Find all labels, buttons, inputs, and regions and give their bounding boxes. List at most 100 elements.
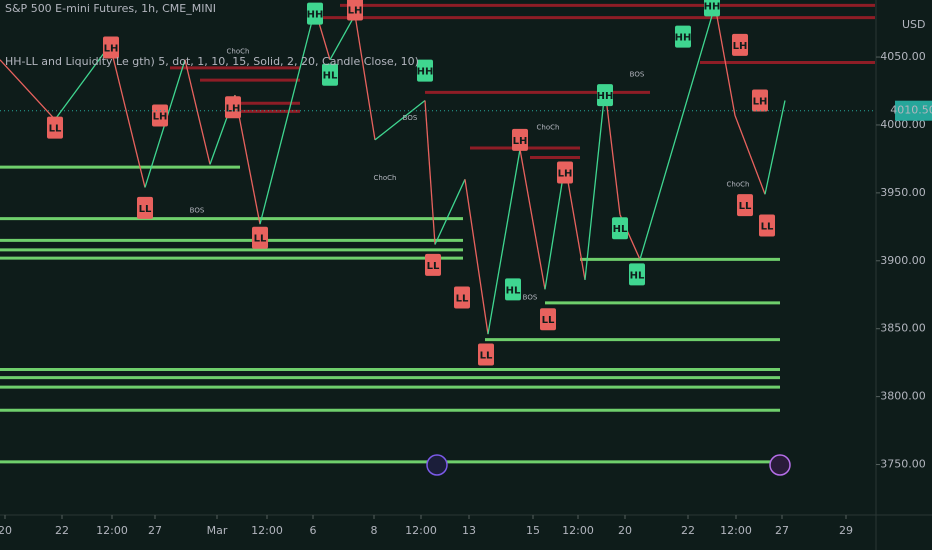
pivot-badge [759,214,775,237]
pivot-label: LH [733,41,748,52]
structure-label: BOS [190,207,205,215]
pivot-label: LH [558,169,573,180]
x-tick-label: 12:00 [96,524,128,537]
zigzag-segment [329,14,356,61]
zigzag-segment [54,44,111,120]
pivot-label: LL [139,204,152,215]
y-tick-label: 3750.00 [880,458,926,471]
structure-label: ChoCh [374,174,397,182]
structure-label: BOS [630,71,645,79]
pivot-badge [47,116,63,139]
y-tick-label: 3800.00 [880,390,926,403]
pivot-badge [454,286,470,309]
pivot-label: LL [456,293,469,304]
pivot-badge [752,89,768,112]
zigzag-segment [487,149,521,335]
pivot-badge [225,96,241,119]
pivot-badge [505,278,521,301]
structure-label: ChoCh [537,124,560,132]
zigzag-segment [544,164,566,290]
pivot-badge [103,36,119,59]
y-tick-label: 4050.00 [880,50,926,63]
zigzag-segment [764,100,786,195]
pivot-label: LL [761,221,774,232]
x-tick-label: 27 [148,524,162,537]
x-tick-label: 22 [55,524,69,537]
zigzag-segment [734,115,766,195]
pivot-badge [675,25,691,48]
pivot-label: LL [480,351,493,362]
last-price-box [895,100,932,121]
pivot-badge [737,194,753,217]
event-icon[interactable] [426,454,448,476]
pivot-label: LL [427,261,440,272]
x-tick-label: 20 [0,524,12,537]
x-tick-label: Mar [207,524,228,537]
chart-title: S&P 500 E-mini Futures, 1h, CME_MINI [5,2,216,15]
zigzag-segment [259,9,316,225]
pivot-badge [425,253,441,276]
pivot-badge [612,217,628,240]
pivot-label: HH [597,91,614,102]
zigzag-segment [564,164,586,280]
axis-unit: USD [902,18,926,31]
pivot-label: HL [613,224,628,235]
pivot-badge [704,0,720,17]
x-tick-label: 20 [618,524,632,537]
pivot-badge [629,263,645,286]
x-tick-label: 12:00 [251,524,283,537]
pivot-label: LL [49,124,62,135]
x-tick-label: 13 [462,524,476,537]
pivot-badge [137,196,153,219]
event-icon[interactable] [769,454,791,476]
pivot-label: LL [739,201,752,212]
pivot-label: HH [417,67,434,78]
pivot-badge [322,63,338,86]
x-tick-label: 15 [526,524,540,537]
y-tick-label: 3950.00 [880,186,926,199]
x-tick-label: 6 [310,524,317,537]
last-price-label: 4010.50 [890,104,932,117]
zigzag-segment [434,179,466,245]
pivot-label: HH [704,1,721,12]
x-tick-label: 22 [681,524,695,537]
zigzag-segment [714,5,736,116]
structure-label: ChoCh [727,181,750,189]
zigzag-segment [109,44,146,188]
structure-label: BOS [523,293,538,301]
pivot-label: HH [307,10,324,21]
pivot-label: LH [753,97,768,108]
zigzag-segment [184,59,211,165]
x-tick-label: 12:00 [720,524,752,537]
plot: ChoCh BOS BOS ChoCh ChoCh BOS BOS ChoCh LL LH LL LH… [0,0,875,464]
pivot-badge [597,84,613,107]
pivot-label: HL [323,71,338,82]
pivot-badge [417,59,433,82]
x-tick-label: 12:00 [562,524,594,537]
pivot-label: LL [542,315,555,326]
y-tick-label: 4000.00 [880,118,926,131]
zigzag-segment [374,100,426,141]
pivot-badge [557,161,573,184]
zigzag-segment [604,89,621,215]
structure-label: BOS [403,114,418,122]
pivot-label: LH [348,6,363,17]
pivot-badge [152,104,168,127]
x-tick-label: 27 [775,524,789,537]
zigzag-segment [584,89,606,280]
zigzag-segment [354,14,376,141]
x-tick-label: 29 [839,524,853,537]
structure-label: ChoCh [227,48,250,56]
zigzag-segment [519,149,546,290]
x-tick-label: 8 [371,524,378,537]
pivot-badge [307,2,323,25]
y-tick-label: 3850.00 [880,322,926,335]
pivot-label: LH [226,103,241,114]
pivot-badge [478,343,494,366]
indicator-name: HH-LL and Liquidity Le gth) 5, dot, 1, 1… [5,55,419,68]
pivot-label: HL [506,285,521,296]
zigzag-segment [0,59,56,120]
pivot-badge [732,33,748,56]
